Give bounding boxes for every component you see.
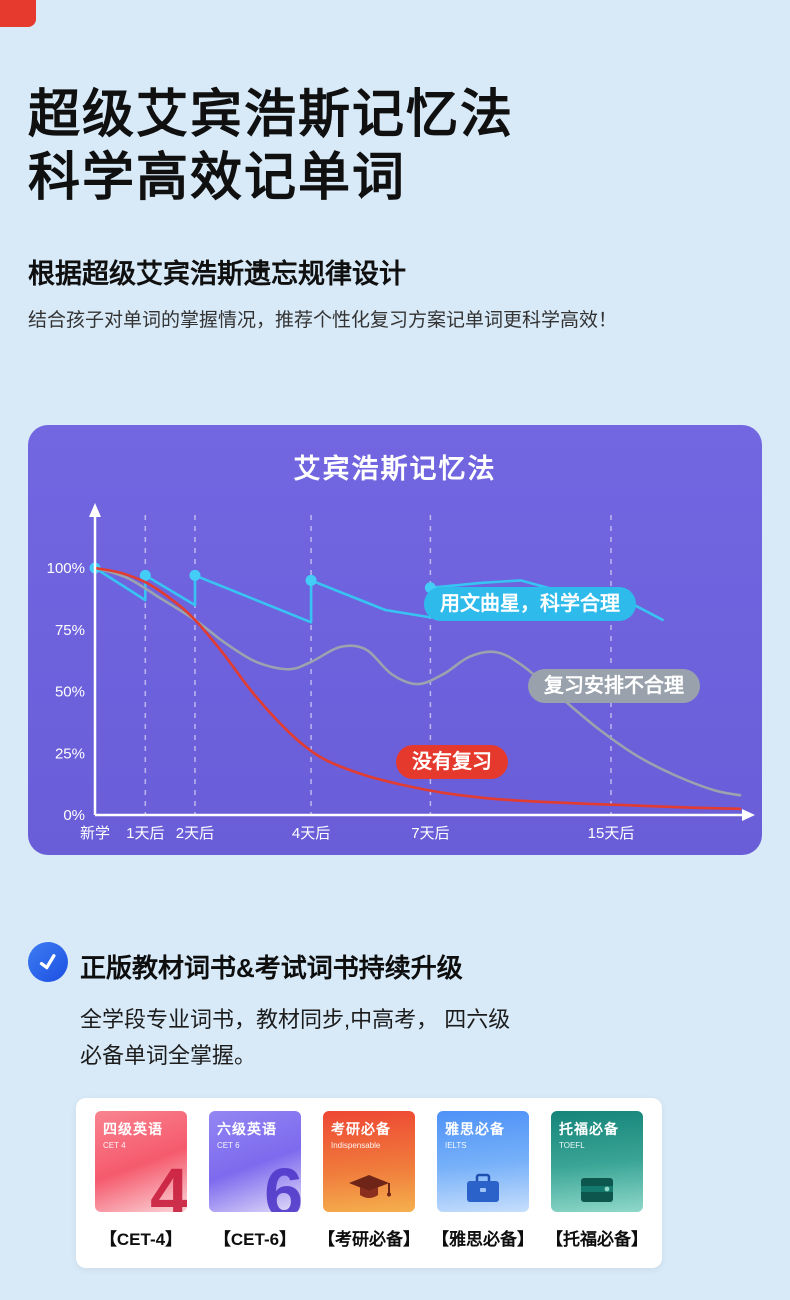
svg-text:2天后: 2天后 bbox=[176, 825, 214, 842]
ebbinghaus-line-chart: 100% 75% 50% 25% 0%新学 1天后 2天后 4天后 7天后 15天后 bbox=[47, 503, 755, 842]
book-label: 【CET-6】 bbox=[213, 1230, 297, 1249]
book-cover-subtitle: Indispensable bbox=[331, 1141, 381, 1150]
svg-text:50%: 50% bbox=[55, 684, 85, 701]
page-title-line2: 科学高效记单词 bbox=[28, 149, 407, 208]
annotation-no-review-badge: 没有复习 bbox=[396, 745, 508, 779]
wallet-icon bbox=[581, 1178, 613, 1202]
book-cover-subtitle: CET 6 bbox=[217, 1141, 240, 1150]
numeral-6-graphic: 6 bbox=[264, 1154, 301, 1212]
book-cover-subtitle: TOEFL bbox=[559, 1141, 585, 1150]
svg-text:75%: 75% bbox=[55, 622, 85, 639]
book-cover-kaoyan: 考研必备 Indispensable bbox=[323, 1111, 415, 1212]
svg-text:1天后: 1天后 bbox=[126, 825, 164, 842]
book-cover-cet6: 六级英语 CET 6 6 bbox=[209, 1111, 301, 1212]
section-heading: 正版教材词书&考试词书持续升级 bbox=[80, 953, 463, 983]
book-label: 【雅思必备】 bbox=[432, 1230, 534, 1249]
svg-text:100%: 100% bbox=[47, 560, 85, 577]
book-label: 【CET-4】 bbox=[99, 1230, 183, 1249]
corner-banner-fragment bbox=[0, 0, 36, 27]
svg-text:25%: 25% bbox=[55, 745, 85, 762]
ebbinghaus-chart-card: 艾宾浩斯记忆法 100% 75% 50% 25% 0% 新学 1天后 2天后 4天后 7天后 15天… bbox=[28, 425, 762, 855]
book-cover-title: 雅思必备 bbox=[445, 1121, 505, 1137]
book-cover-cet4: 四级英语 CET 4 4 bbox=[95, 1111, 187, 1212]
svg-text:7天后: 7天后 bbox=[411, 825, 449, 842]
book-cover-subtitle: CET 4 bbox=[103, 1141, 126, 1150]
book-cover-title: 四级英语 bbox=[103, 1121, 163, 1137]
book-item-kaoyan: 考研必备 Indispensable 【考研必备】 bbox=[315, 1111, 423, 1255]
book-cover-ielts: 雅思必备 IELTS bbox=[437, 1111, 529, 1212]
book-item-toefl: 托福必备 TOEFL 【托福必备】 bbox=[543, 1111, 651, 1255]
page-title-line1: 超级艾宾浩斯记忆法 bbox=[28, 86, 515, 144]
svg-text:新学: 新学 bbox=[80, 825, 110, 842]
book-item-cet6: 六级英语 CET 6 6 【CET-6】 bbox=[201, 1111, 309, 1255]
book-label: 【托福必备】 bbox=[546, 1230, 648, 1249]
chart-title: 艾宾浩斯记忆法 bbox=[293, 454, 497, 484]
chart-area: 100% 75% 50% 25% 0% 新学 1天后 2天后 4天后 7天后 15天后 用文曲星，科… bbox=[28, 485, 762, 855]
section-body-line1: 全学段专业词书，教材同步,中高考， 四六级 bbox=[80, 1007, 511, 1032]
book-cover-subtitle: IELTS bbox=[445, 1141, 467, 1150]
book-cover-title: 六级英语 bbox=[217, 1121, 277, 1137]
book-cover-title: 托福必备 bbox=[559, 1121, 619, 1137]
section-body: 全学段专业词书，教材同步,中高考， 四六级 必备单词全掌握。 bbox=[80, 1002, 510, 1073]
check-icon bbox=[25, 939, 71, 985]
svg-text:4天后: 4天后 bbox=[292, 825, 330, 842]
book-item-cet4: 四级英语 CET 4 4 【CET-4】 bbox=[87, 1111, 195, 1255]
book-item-ielts: 雅思必备 IELTS 【雅思必备】 bbox=[429, 1111, 537, 1255]
book-cover-title: 考研必备 bbox=[331, 1121, 391, 1137]
section-body-line2: 必备单词全掌握。 bbox=[80, 1042, 257, 1068]
checkmark-glyph bbox=[39, 954, 56, 970]
page-subtitle: 根据超级艾宾浩斯遗忘规律设计 bbox=[28, 259, 406, 289]
annotation-wenquxing-badge: 用文曲星，科学合理 bbox=[424, 587, 636, 621]
svg-text:15天后: 15天后 bbox=[588, 825, 635, 842]
svg-text:0%: 0% bbox=[63, 807, 85, 824]
page-description: 结合孩子对单词的掌握情况，推荐个性化复习方案记单词更科学高效！ bbox=[28, 310, 618, 331]
briefcase-icon bbox=[467, 1173, 499, 1202]
page-title: 超级艾宾浩斯记忆法 科学高效记单词 bbox=[28, 84, 514, 211]
book-cover-toefl: 托福必备 TOEFL bbox=[551, 1111, 643, 1212]
wordbook-covers-card: 四级英语 CET 4 4 【CET-4】 六级英语 CET 6 6 【CET-6… bbox=[76, 1098, 662, 1268]
annotation-unreasonable-review-badge: 复习安排不合理 bbox=[528, 669, 700, 703]
numeral-4-graphic: 4 bbox=[150, 1154, 187, 1212]
graduation-cap-icon bbox=[349, 1175, 391, 1198]
book-label: 【考研必备】 bbox=[318, 1230, 420, 1249]
